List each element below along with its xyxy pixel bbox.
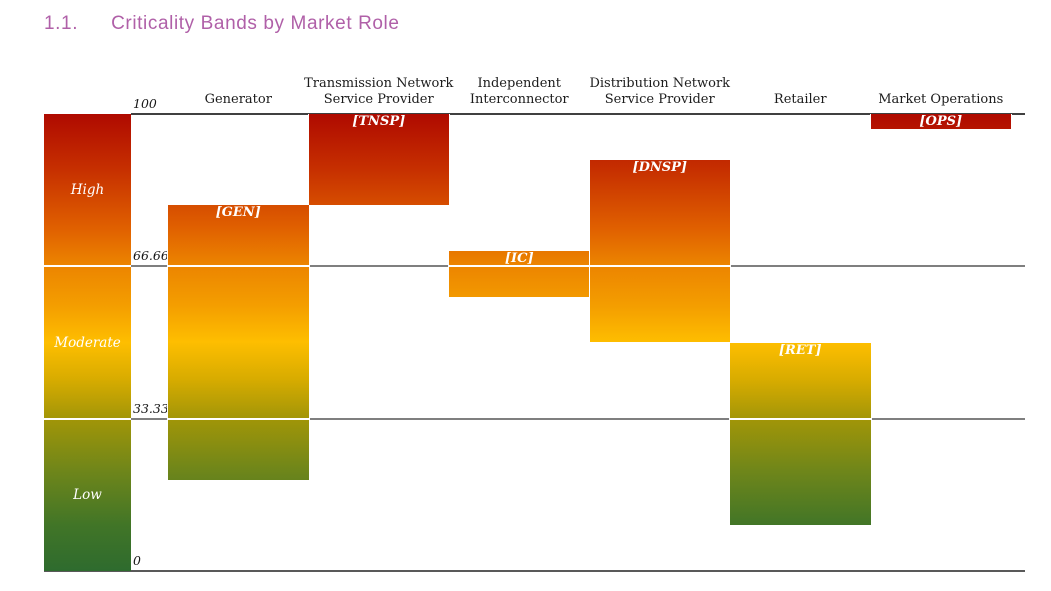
bar-label: [GEN]: [215, 205, 261, 221]
bar-ret: [RET]: [730, 342, 871, 526]
bar-separator: [168, 417, 309, 420]
bar-ops: [OPS]: [870, 114, 1011, 130]
column-header-tnsp: Transmission Network Service Provider: [304, 76, 453, 107]
gridline-0: [44, 570, 1025, 572]
column-header-gen: Generator: [205, 92, 272, 108]
bar-label: [IC]: [504, 251, 534, 267]
header-line: Retailer: [773, 91, 827, 107]
page-title: 1.1. Criticality Bands by Market Role: [44, 13, 400, 35]
column-header-ic: Independent Interconnector: [470, 76, 569, 107]
header-line: Generator: [204, 91, 272, 107]
header-line: Interconnector: [469, 91, 569, 107]
bar-label: [TNSP]: [352, 114, 406, 129]
bar-label: [DNSP]: [632, 159, 688, 175]
header-line: Distribution Network: [589, 76, 731, 91]
criticality-band-scale: High Moderate Low: [44, 114, 131, 571]
header-line: Market Operations: [878, 91, 1004, 107]
y-tick-label-0: 0: [133, 553, 141, 568]
bar-separator: [730, 417, 871, 420]
section-number: 1.1.: [44, 13, 79, 34]
column-header-ret: Retailer: [774, 92, 827, 108]
y-tick-label-33.33: 33.33: [133, 400, 169, 416]
band-separator: [44, 417, 131, 420]
gridline-33.33: [131, 417, 1025, 420]
title-text: Criticality Bands by Market Role: [111, 13, 400, 34]
band-separator: [44, 265, 131, 268]
column-header-dnsp: Distribution Network Service Provider: [589, 76, 730, 107]
bar-separator: [589, 265, 730, 268]
band-label-low: Low: [73, 486, 102, 503]
header-line: Service Provider: [604, 91, 715, 107]
header-line: Independent: [477, 76, 562, 91]
band-label-high: High: [70, 182, 105, 199]
bar-tnsp: [TNSP]: [308, 114, 449, 206]
bar-dnsp: [DNSP]: [589, 159, 730, 343]
gridline-100: [131, 113, 1025, 115]
bar-gen: [GEN]: [168, 205, 309, 480]
bar-ic: [IC]: [449, 251, 590, 297]
column-header-ops: Market Operations: [878, 92, 1003, 108]
header-line: Service Provider: [323, 91, 434, 107]
y-tick-label-100: 100: [133, 96, 157, 111]
y-tick-label-66.66: 66.66: [133, 248, 169, 264]
bar-separator: [168, 265, 309, 268]
bar-label: [OPS]: [919, 114, 963, 129]
bar-label: [RET]: [778, 342, 822, 358]
bar-separator: [449, 265, 590, 268]
band-label-moderate: Moderate: [54, 334, 121, 351]
header-line: Transmission Network: [304, 76, 454, 91]
